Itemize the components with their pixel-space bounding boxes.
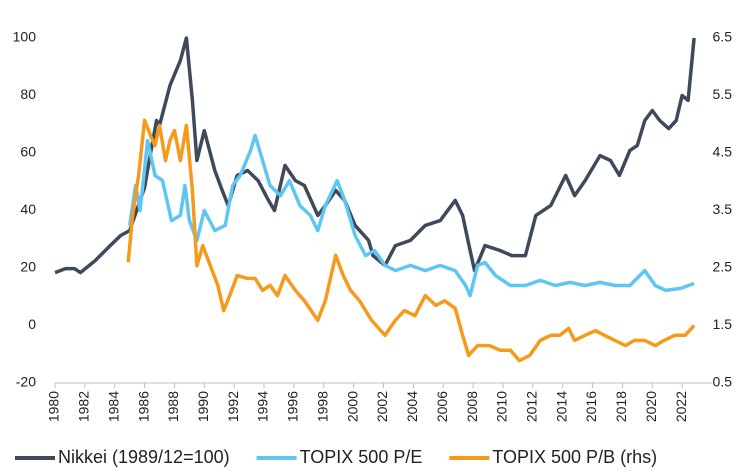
y2-tick-label: 6.5 bbox=[713, 29, 733, 45]
y-tick-label: 40 bbox=[20, 201, 36, 217]
y-tick-label: 60 bbox=[20, 144, 36, 160]
x-tick-label: 1986 bbox=[135, 391, 151, 422]
y-tick-label: 20 bbox=[20, 259, 36, 275]
y2-tick-label: 2.5 bbox=[713, 259, 733, 275]
x-tick-label: 2020 bbox=[643, 391, 659, 422]
x-tick-label: 2004 bbox=[404, 391, 420, 422]
series-line bbox=[127, 133, 695, 298]
x-tick-label: 2008 bbox=[464, 391, 480, 422]
y-tick-label: 0 bbox=[28, 316, 36, 332]
x-tick-label: 1984 bbox=[105, 391, 121, 422]
y2-tick-label: 4.5 bbox=[713, 144, 733, 160]
y2-tick-label: 5.5 bbox=[713, 86, 733, 102]
legend-label: Nikkei (1989/12=100) bbox=[58, 447, 230, 467]
legend-label: TOPIX 500 P/E bbox=[300, 447, 423, 467]
x-tick-label: 2022 bbox=[673, 391, 689, 422]
y-tick-label: 80 bbox=[20, 86, 36, 102]
x-tick-label: 1982 bbox=[76, 391, 92, 422]
y2-tick-label: 1.5 bbox=[713, 316, 733, 332]
x-tick-label: 1980 bbox=[46, 391, 62, 422]
y2-tick-label: 3.5 bbox=[713, 201, 733, 217]
x-tick-label: 2006 bbox=[434, 391, 450, 422]
x-tick-label: 2014 bbox=[553, 391, 569, 422]
x-tick-label: 2000 bbox=[344, 391, 360, 422]
x-tick-label: 1992 bbox=[225, 391, 241, 422]
x-tick-label: 2012 bbox=[524, 391, 540, 422]
x-tick-label: 1990 bbox=[195, 391, 211, 422]
x-tick-label: 2010 bbox=[494, 391, 510, 422]
series-line bbox=[126, 118, 696, 363]
x-tick-label: 2002 bbox=[374, 391, 390, 422]
x-tick-label: 2018 bbox=[613, 391, 629, 422]
y2-tick-label: 0.5 bbox=[713, 374, 733, 390]
x-tick-label: 1998 bbox=[314, 391, 330, 422]
y-tick-label: -20 bbox=[16, 374, 36, 390]
x-tick-label: 1996 bbox=[285, 391, 301, 422]
y-tick-label: 100 bbox=[13, 29, 37, 45]
x-tick-label: 1994 bbox=[255, 391, 271, 422]
x-tick-label: 1988 bbox=[165, 391, 181, 422]
legend-label: TOPIX 500 P/B (rhs) bbox=[492, 447, 657, 467]
x-tick-label: 2016 bbox=[583, 391, 599, 422]
